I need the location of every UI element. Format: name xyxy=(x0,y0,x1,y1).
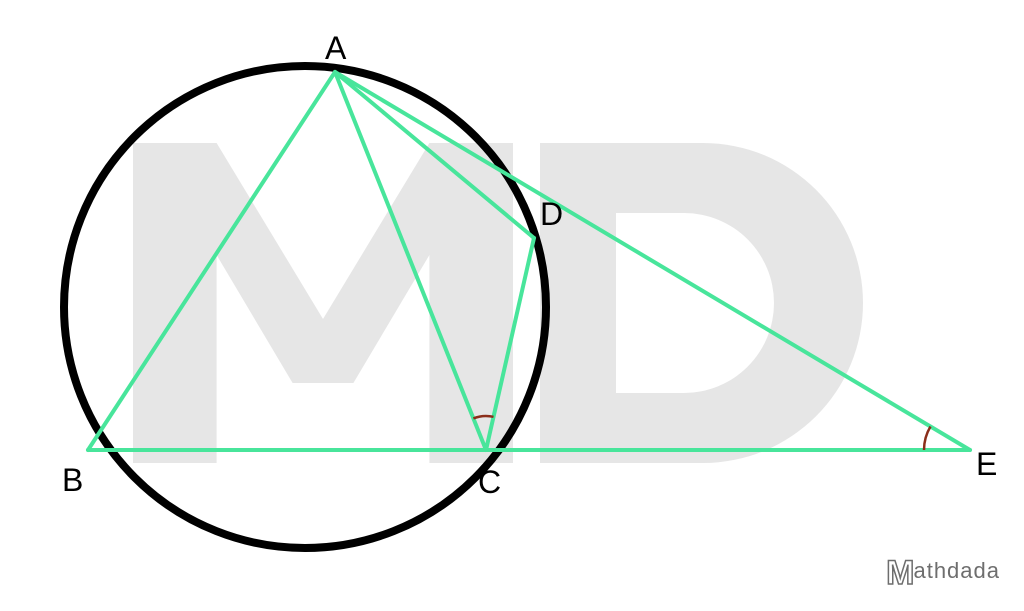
point-label-c: C xyxy=(478,464,501,501)
point-label-a: A xyxy=(325,30,346,67)
point-label-e: E xyxy=(976,446,997,483)
point-label-d: D xyxy=(540,196,563,233)
point-labels-layer: A B C D E xyxy=(0,0,1024,611)
point-label-b: B xyxy=(62,462,83,499)
diagram-stage: ABCDE Mathdada xyxy=(0,0,1024,611)
